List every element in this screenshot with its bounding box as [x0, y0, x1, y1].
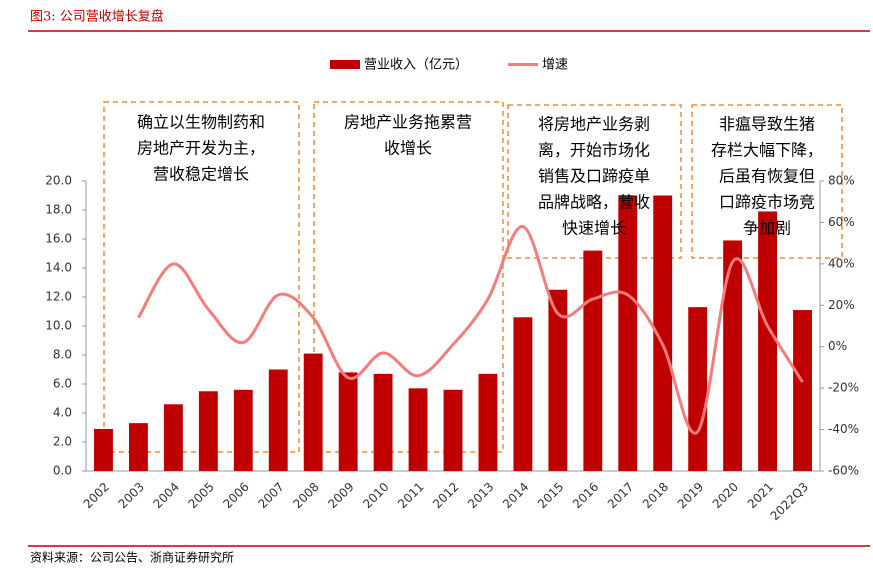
y-tick-label: 4.0: [53, 406, 72, 420]
y2-tick-label: -20%: [828, 381, 859, 395]
y-tick-label: 12.0: [45, 290, 72, 304]
bar: [198, 391, 218, 471]
y-tick-label: 6.0: [53, 377, 72, 391]
y-tick-label: 20.0: [45, 174, 72, 188]
annotation: 营收稳定增长: [153, 165, 249, 184]
y2-tick-label: 80%: [828, 174, 855, 188]
legend-label: 增速: [542, 58, 568, 73]
annotation: 确立以生物制药和: [137, 113, 265, 132]
figure-title: 图3: 公司营收增长复盘: [30, 9, 164, 25]
bar: [688, 307, 708, 471]
bar: [723, 240, 743, 471]
y2-tick-label: -60%: [828, 464, 859, 478]
legend-label: 营业收入（亿元）: [364, 58, 468, 73]
x-tick-label: 2018: [640, 480, 671, 511]
x-tick-label: 2009: [325, 480, 356, 511]
x-tick-label: 2005: [185, 480, 216, 511]
annotation: 后虽有恢复但: [719, 167, 815, 186]
bar: [548, 289, 568, 471]
annotation: 房地产业务拖累营: [344, 113, 472, 132]
annotation: 房地产开发为主，: [137, 139, 265, 158]
y-tick-label: 18.0: [45, 203, 72, 217]
x-tick-label: 2006: [220, 480, 251, 511]
x-tick-label: 2020: [710, 480, 741, 511]
x-tick-label: 2008: [290, 480, 321, 511]
growth-line: [137, 225, 804, 435]
bar: [303, 353, 323, 471]
x-tick-label: 2016: [570, 480, 601, 511]
y-tick-label: 8.0: [53, 348, 72, 362]
x-tick-label: 2021: [745, 480, 776, 511]
x-tick-label: 2014: [500, 480, 531, 511]
x-tick-label: 2013: [465, 480, 496, 511]
bar: [94, 428, 113, 471]
x-tick-label: 2012: [430, 480, 461, 511]
annotation: 争加剧: [743, 219, 791, 238]
x-tick-label: 2004: [150, 480, 181, 511]
bar: [583, 250, 603, 471]
annotation: 销售及口蹄疫单: [538, 167, 650, 186]
y-tick-label: 2.0: [53, 435, 72, 449]
x-tick-label: 2011: [395, 480, 426, 511]
y2-tick-label: 20%: [828, 298, 855, 312]
x-tick-label: 2015: [535, 480, 566, 511]
x-tick-label: 2003: [116, 480, 147, 511]
y-tick-label: 0.0: [53, 464, 72, 478]
source: 资料来源：公司公告、浙商证券研究所: [30, 550, 234, 565]
x-tick-label: 2022Q3: [768, 480, 812, 524]
annotation: 品牌战略，营收: [538, 193, 650, 212]
bar: [373, 373, 393, 471]
x-tick-label: 2019: [675, 480, 706, 511]
y-tick-label: 14.0: [45, 261, 72, 275]
y-tick-label: 16.0: [45, 232, 72, 246]
bar: [233, 389, 253, 471]
bar: [793, 310, 812, 471]
annotation: 离，开始市场化: [538, 141, 650, 160]
annotation: 将房地产业务剥: [538, 115, 650, 134]
annotation: 存栏大幅下降，: [711, 141, 823, 160]
bar: [513, 317, 533, 471]
bar: [128, 423, 148, 471]
annotation: 收增长: [384, 139, 432, 158]
bar: [758, 211, 778, 471]
x-tick-label: 2007: [255, 480, 286, 511]
annotation-box: [313, 101, 504, 453]
bar: [653, 195, 673, 471]
y-tick-label: 10.0: [45, 319, 72, 333]
y2-tick-label: 0%: [828, 339, 847, 353]
bar: [443, 389, 463, 471]
annotation: 快速增长: [562, 219, 626, 238]
x-tick-label: 2017: [605, 480, 636, 511]
annotation: 非瘟导致生猪: [719, 115, 815, 134]
bar: [268, 369, 288, 471]
bar: [408, 388, 428, 471]
y2-tick-label: -40%: [828, 422, 859, 436]
y2-tick-label: 60%: [828, 215, 855, 229]
bar: [163, 404, 183, 471]
x-tick-label: 2002: [81, 480, 112, 511]
x-tick-label: 2010: [360, 480, 391, 511]
annotation: 口蹄疫市场竞: [719, 193, 815, 212]
legend-swatch: [330, 60, 360, 69]
bar: [478, 373, 498, 471]
y2-tick-label: 40%: [828, 256, 855, 270]
bar: [338, 372, 358, 471]
bar: [618, 195, 638, 471]
